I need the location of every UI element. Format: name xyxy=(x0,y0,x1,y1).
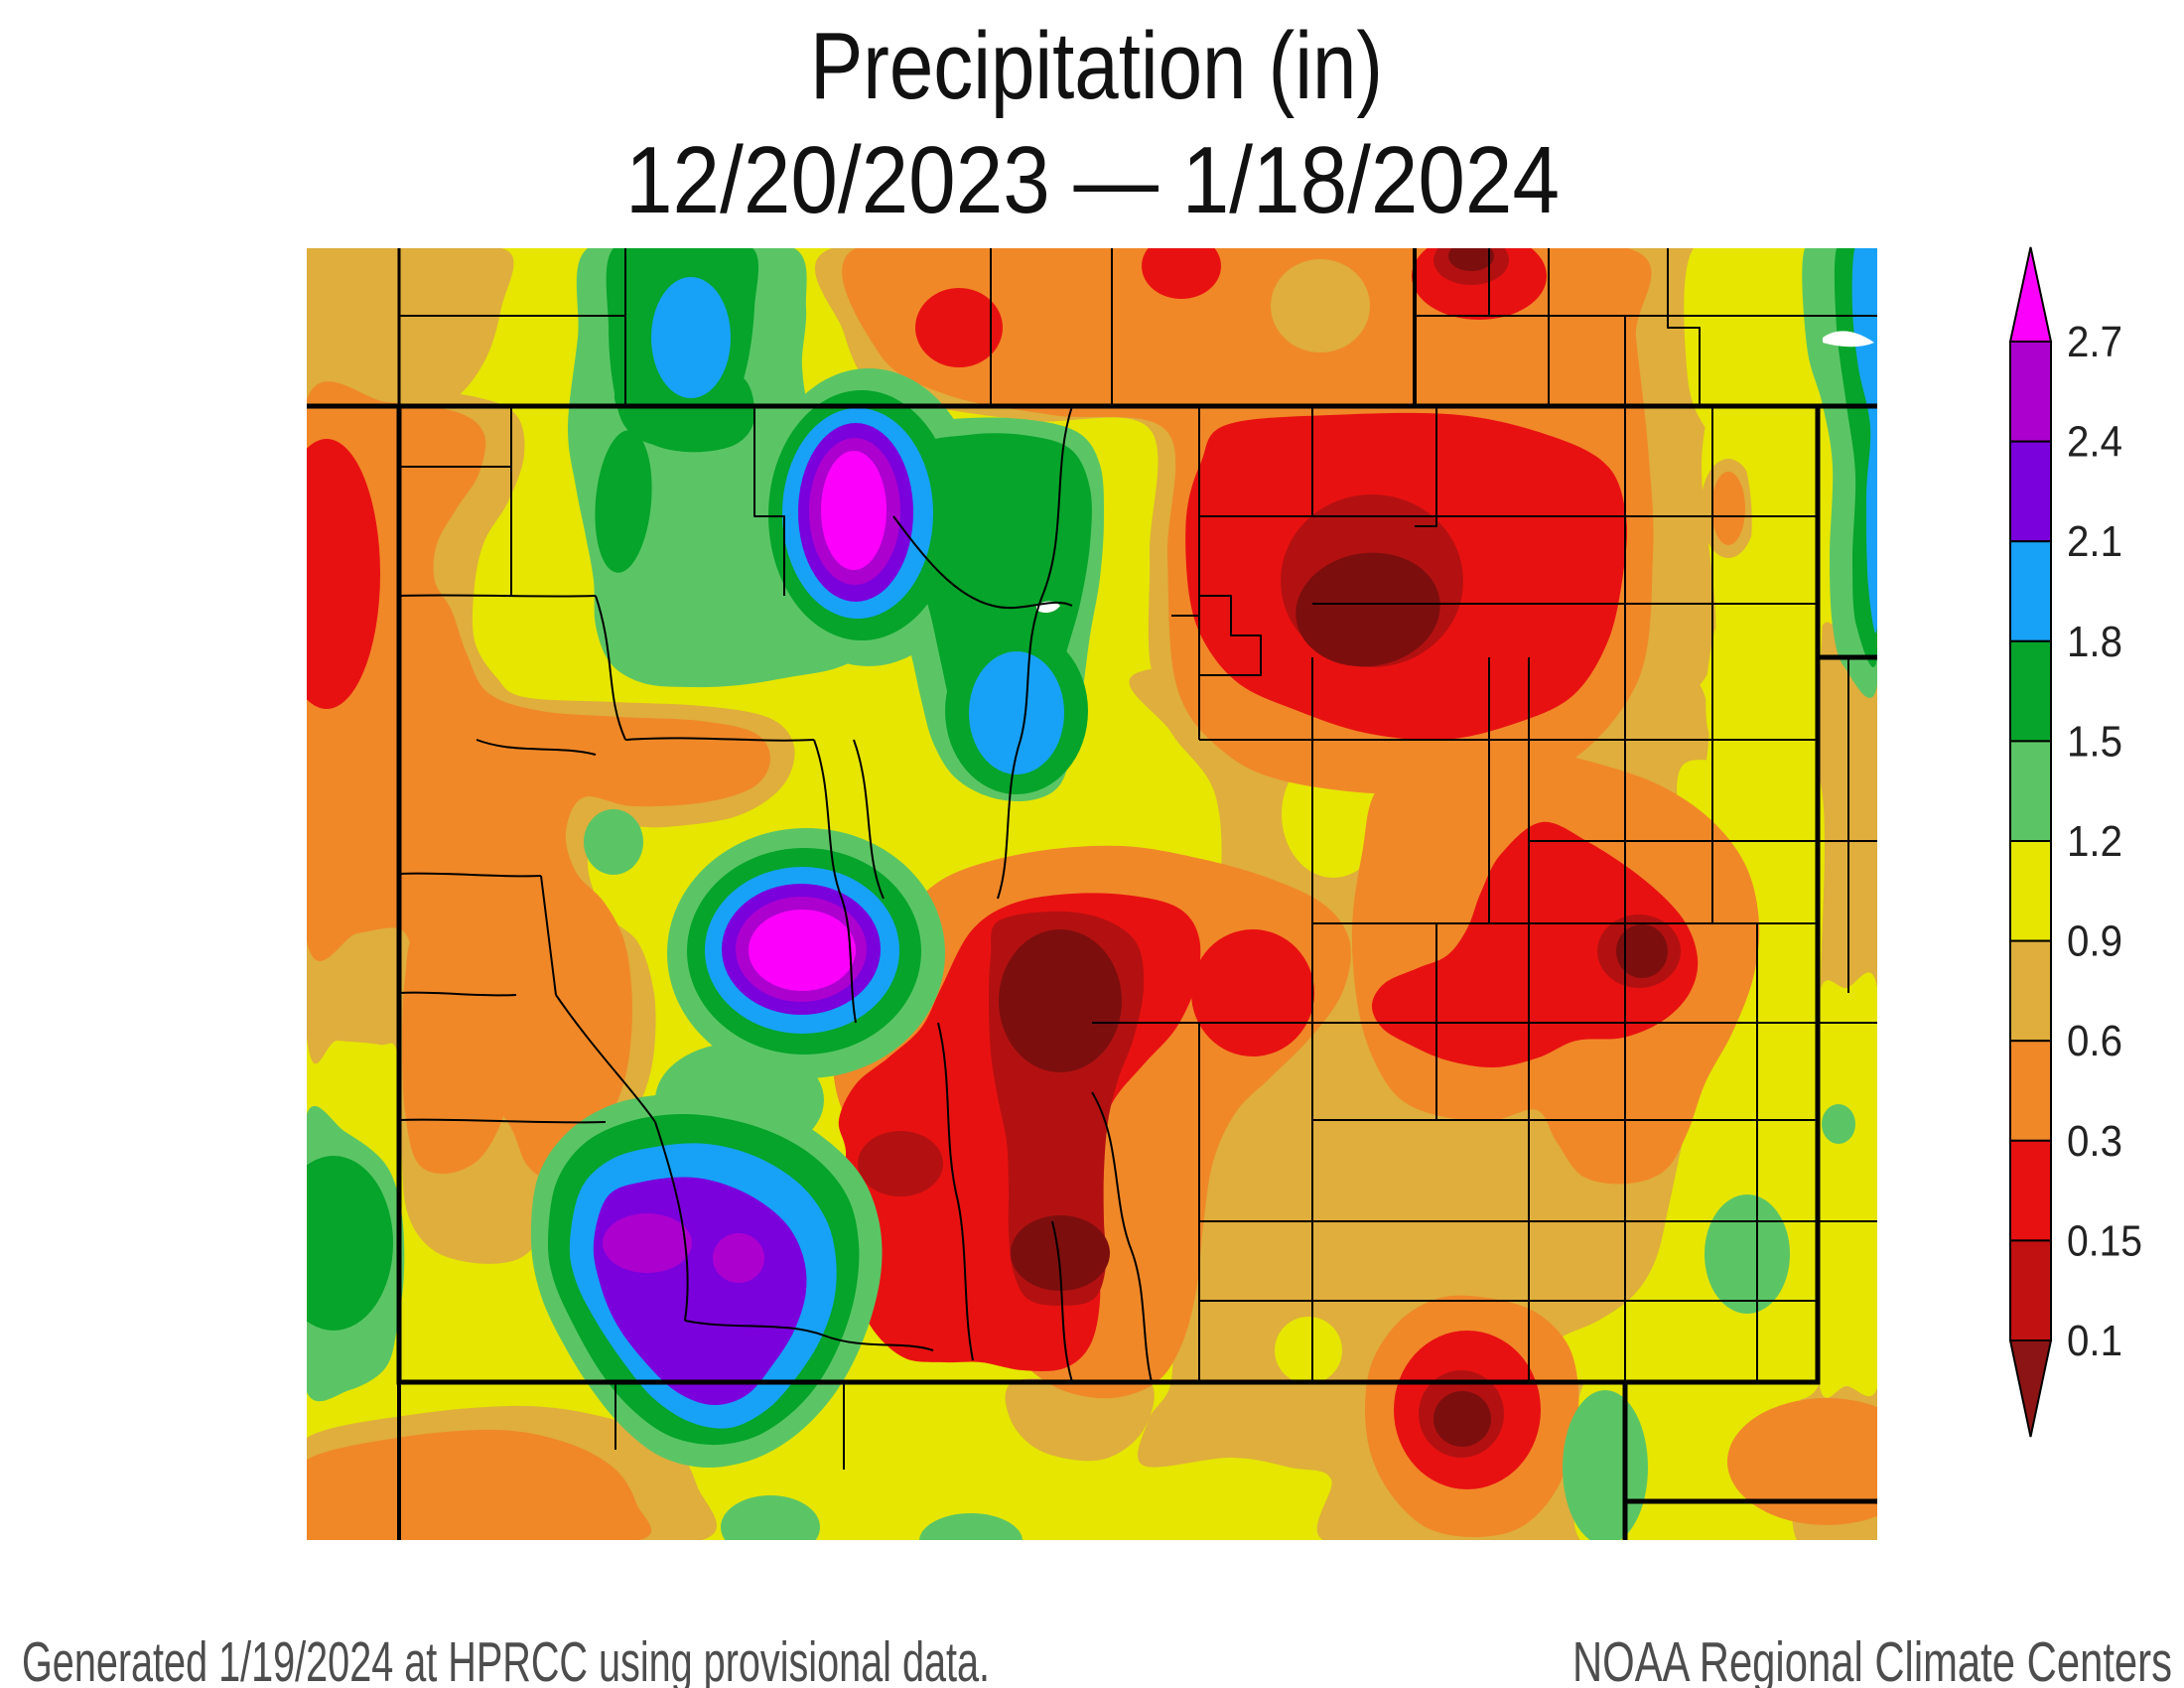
svg-text:Generated 1/19/2024 at HPRCC u: Generated 1/19/2024 at HPRCC using provi… xyxy=(22,1630,990,1688)
svg-text:2.4: 2.4 xyxy=(2067,418,2122,467)
svg-text:NOAA Regional Climate Centers: NOAA Regional Climate Centers xyxy=(1572,1630,2172,1688)
svg-text:0.9: 0.9 xyxy=(2067,917,2122,966)
svg-text:0.6: 0.6 xyxy=(2067,1017,2122,1065)
svg-text:0.1: 0.1 xyxy=(2067,1317,2122,1365)
svg-text:1.8: 1.8 xyxy=(2067,618,2122,666)
svg-text:2.1: 2.1 xyxy=(2067,517,2122,566)
svg-text:1.5: 1.5 xyxy=(2067,717,2122,766)
svg-text:2.7: 2.7 xyxy=(2067,318,2122,366)
svg-text:1.2: 1.2 xyxy=(2067,817,2122,866)
svg-text:Precipitation (in): Precipitation (in) xyxy=(810,13,1383,119)
svg-text:0.15: 0.15 xyxy=(2067,1216,2142,1265)
svg-text:0.3: 0.3 xyxy=(2067,1117,2122,1166)
svg-text:12/20/2023 — 1/18/2024: 12/20/2023 — 1/18/2024 xyxy=(625,127,1560,233)
